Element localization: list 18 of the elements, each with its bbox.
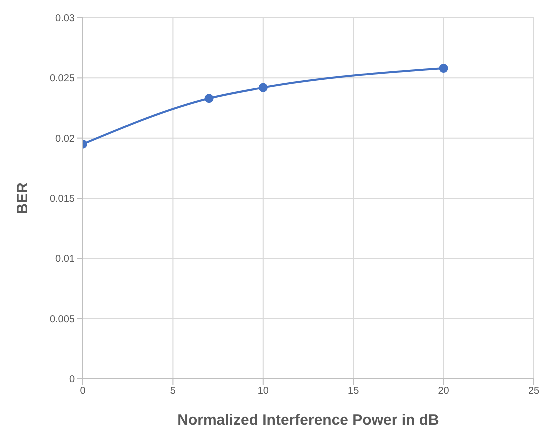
y-tick-label: 0.005 <box>50 314 76 326</box>
y-tick-label: 0.015 <box>50 194 76 206</box>
x-tick-label: 10 <box>258 386 270 398</box>
x-tick-label: 5 <box>170 386 176 398</box>
point <box>258 83 268 92</box>
y-tick-label: 0.03 <box>56 14 76 25</box>
y-tick-label: 0.01 <box>56 254 76 266</box>
x-tick-label: 0 <box>80 386 86 398</box>
x-axis-title: Normalized Interference Power in dB <box>178 412 440 429</box>
y-axis-title: BER <box>14 182 32 214</box>
x-tick-label: 20 <box>438 386 450 398</box>
y-tick-label: 0.02 <box>56 134 76 145</box>
x-tick-label: 15 <box>348 386 360 398</box>
y-tick-label: 0.025 <box>50 74 76 85</box>
point <box>204 94 214 104</box>
point <box>439 64 448 74</box>
x-tick-label: 25 <box>528 386 540 398</box>
y-tick-label: 0 <box>69 374 76 386</box>
